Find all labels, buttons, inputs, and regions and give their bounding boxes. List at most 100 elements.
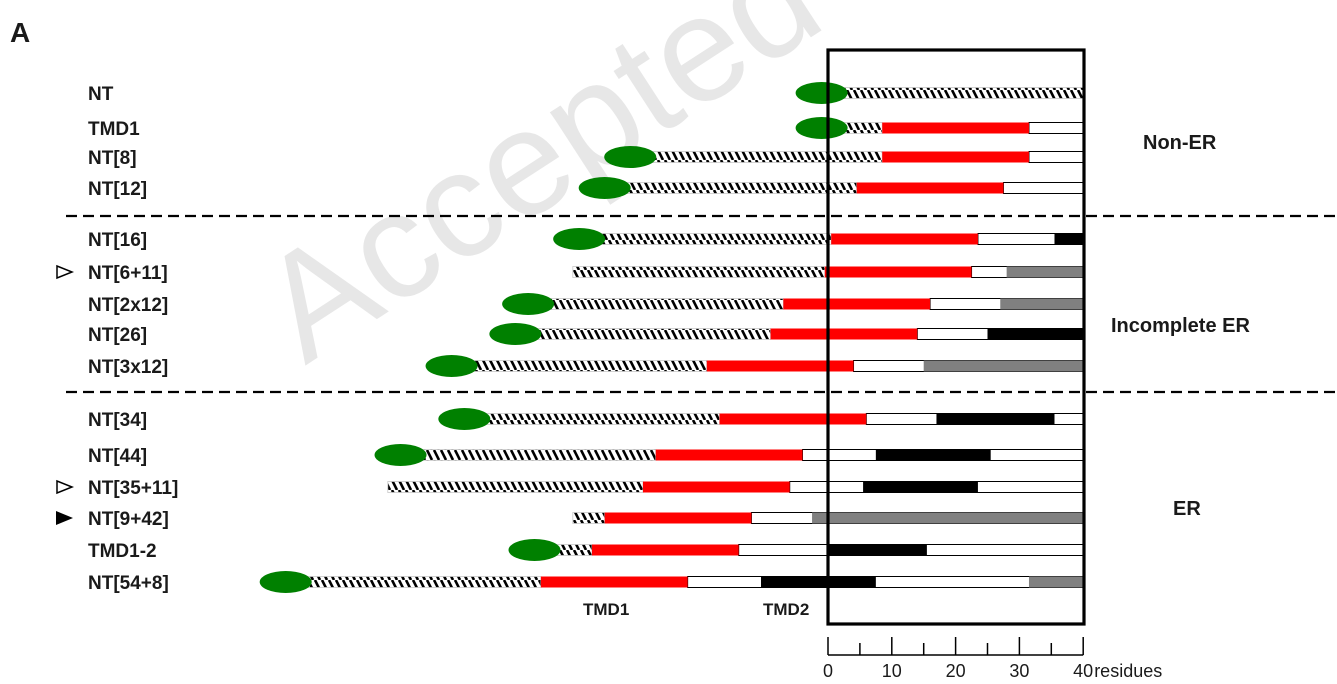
scale-tick-label: 0 <box>823 661 833 681</box>
nterm-cap-icon <box>489 323 542 345</box>
construct-row: NT[35+11] <box>56 478 1084 499</box>
tmd1-segment <box>591 544 739 556</box>
open-triangle-marker-icon <box>56 479 75 495</box>
nt-segment <box>821 87 1084 99</box>
nt-segment <box>629 151 883 163</box>
tmd2-label: TMD2 <box>763 600 809 619</box>
filled-triangle-marker-icon <box>56 511 73 525</box>
nt-segment <box>578 233 832 245</box>
construct-label: NT[35+11] <box>88 478 178 499</box>
construct-row: NT[16] <box>88 228 1084 251</box>
nt-segment <box>572 512 606 524</box>
nt-segment <box>285 576 542 588</box>
tmd1-segment <box>719 413 867 425</box>
tmd2-segment <box>1000 298 1084 310</box>
construct-row: NT[6+11] <box>56 263 1084 284</box>
scale-tick-label: 10 <box>882 661 902 681</box>
region-label-incomplete-er: Incomplete ER <box>1111 315 1250 337</box>
nterm-cap-icon <box>578 177 631 199</box>
construct-row: NT[26] <box>88 323 1084 346</box>
nt-segment <box>514 328 771 340</box>
tmd1-segment <box>882 151 1029 163</box>
nterm-cap-icon <box>604 146 657 168</box>
linker-segment <box>1028 151 1084 163</box>
construct-label: NT <box>88 84 114 105</box>
nt-segment <box>527 298 784 310</box>
scale-unit-label: residues <box>1094 661 1162 681</box>
nterm-cap-icon <box>553 228 606 250</box>
tmd1-segment <box>655 449 803 461</box>
tmd1-segment <box>783 298 931 310</box>
tmd2-segment <box>987 328 1084 340</box>
construct-row: NT[12] <box>88 177 1084 200</box>
scale-tick-label: 30 <box>1009 661 1029 681</box>
tmd1-segment <box>770 328 918 340</box>
region-label-non-er: Non-ER <box>1143 132 1217 154</box>
tmd1-segment <box>604 512 752 524</box>
construct-label: TMD1-2 <box>88 541 157 562</box>
tmd2-segment <box>761 576 876 588</box>
tmd2-segment <box>936 413 1055 425</box>
nt-segment <box>572 266 826 278</box>
construct-label: NT[54+8] <box>88 573 169 594</box>
tmd2-segment <box>863 481 978 493</box>
construct-row: NT[3x12] <box>88 355 1084 378</box>
nterm-cap-icon <box>425 355 478 377</box>
tmd2-segment <box>812 512 1084 524</box>
construct-row: NT[9+42] <box>56 509 1084 530</box>
construct-row: NT[8] <box>88 146 1084 169</box>
nt-segment <box>400 449 657 461</box>
tmd1-segment <box>831 233 978 245</box>
nt-segment <box>604 182 858 194</box>
linker-segment <box>1002 182 1084 194</box>
tmd1-segment <box>882 122 1029 134</box>
tmd1-segment <box>856 182 1004 194</box>
nt-segment <box>387 481 644 493</box>
construct-label: NT[26] <box>88 325 147 346</box>
construct-label: TMD1 <box>88 119 140 140</box>
tmd1-segment <box>706 360 854 372</box>
nt-segment <box>451 360 708 372</box>
nterm-cap-icon <box>508 539 561 561</box>
construct-label: NT[34] <box>88 410 147 431</box>
construct-label: NT[12] <box>88 179 147 200</box>
tmd1-segment <box>540 576 688 588</box>
tmd2-segment <box>828 544 927 556</box>
construct-label: NT[16] <box>88 230 147 251</box>
open-triangle-marker-icon <box>56 264 75 280</box>
nterm-cap-icon <box>438 408 491 430</box>
construct-row: TMD1-2 <box>88 539 1084 562</box>
nterm-cap-icon <box>259 571 312 593</box>
nterm-cap-icon <box>795 82 848 104</box>
residue-scale-bar: 0 10 20 30 40 residues <box>823 637 1162 681</box>
nterm-cap-icon <box>502 293 555 315</box>
construct-label: NT[44] <box>88 446 147 467</box>
tmd2-segment <box>1054 233 1084 245</box>
tmd1-label: TMD1 <box>583 600 629 619</box>
region-label-er: ER <box>1173 498 1201 520</box>
panel-label: A <box>10 17 30 48</box>
construct-label: NT[9+42] <box>88 509 169 530</box>
construct-rows: NT TMD1 NT[8] NT[12] NT[16] NT[6+11] NT[2x12] N… <box>56 82 1084 594</box>
construct-row: NT[2x12] <box>88 293 1084 316</box>
tmd2-segment <box>1006 266 1084 278</box>
tmd2-segment <box>875 449 991 461</box>
construct-row: TMD1 <box>88 117 1084 140</box>
nterm-cap-icon <box>795 117 848 139</box>
tmd1-segment <box>642 481 790 493</box>
construct-row: NT[54+8] <box>88 571 1084 594</box>
construct-row: NT <box>88 82 1084 105</box>
construct-row: NT[34] <box>88 408 1084 431</box>
scale-tick-label: 40 <box>1073 661 1093 681</box>
nt-segment <box>463 413 720 425</box>
linker-segment <box>1028 122 1084 134</box>
tmd1-segment <box>824 266 972 278</box>
construct-label: NT[8] <box>88 148 137 169</box>
scale-tick-label: 20 <box>946 661 966 681</box>
tmd2-segment <box>1028 576 1084 588</box>
construct-row: NT[44] <box>88 444 1084 467</box>
tmd2-segment <box>923 360 1084 372</box>
construct-label: NT[2x12] <box>88 295 168 316</box>
